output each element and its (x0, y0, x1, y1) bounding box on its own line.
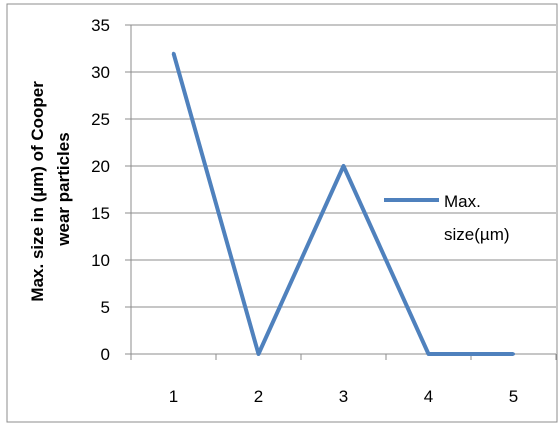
x-tick-label-2: 2 (254, 387, 263, 406)
y-tick-label-15: 15 (91, 204, 110, 223)
x-tick-label-5: 5 (509, 387, 518, 406)
x-tick-label-3: 3 (339, 387, 348, 406)
y-tick-label-20: 20 (91, 157, 110, 176)
y-tick-label-10: 10 (91, 251, 110, 270)
y-tick-label-30: 30 (91, 63, 110, 82)
legend-label-line-1: Max. (444, 192, 481, 211)
y-tick-labels: 0 5 10 15 20 25 30 35 (91, 16, 131, 364)
y-tick-label-5: 5 (101, 298, 110, 317)
data-point-4 (427, 352, 430, 356)
legend: Max. size(µm) (384, 192, 510, 244)
x-tick-label-1: 1 (169, 387, 178, 406)
data-point-3 (342, 164, 345, 168)
grid-lines (131, 24, 556, 308)
data-point-5 (512, 352, 515, 356)
data-point-2 (257, 352, 260, 356)
legend-label-line-2: size(µm) (444, 225, 510, 244)
y-tick-label-25: 25 (91, 110, 110, 129)
y-axis-title-line-1: Max. size in (µm) of Cooper (28, 81, 47, 302)
y-tick-label-0: 0 (101, 345, 110, 364)
y-axis-title: Max. size in (µm) of Cooper wear particl… (28, 76, 73, 301)
series-lines (171, 51, 515, 356)
data-point-1 (172, 51, 175, 55)
y-axis-title-line-2: wear particles (54, 132, 73, 246)
x-tick-label-4: 4 (424, 387, 433, 406)
y-tick-label-35: 35 (91, 16, 110, 35)
